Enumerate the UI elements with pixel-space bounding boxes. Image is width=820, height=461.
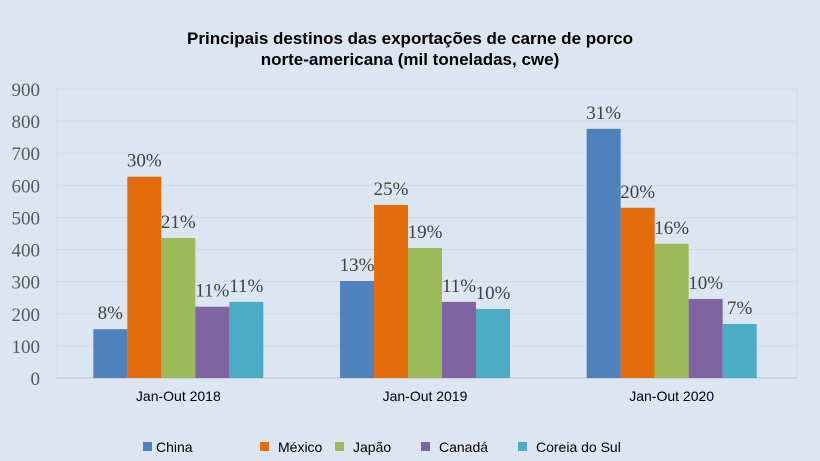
bar-coreia-do-sul (476, 308, 510, 378)
data-label: 10% (476, 283, 511, 304)
legend-label: China (156, 439, 193, 455)
bar-canadá (688, 299, 723, 378)
chart-title-line-1: Principais destinos das exportações de c… (187, 29, 633, 48)
y-tick-label: 900 (12, 80, 41, 101)
y-tick-label: 700 (12, 144, 41, 165)
y-tick-label: 800 (12, 112, 41, 133)
data-label: 8% (98, 303, 124, 324)
y-tick-label: 100 (12, 337, 41, 358)
legend-swatch (335, 442, 344, 451)
y-tick-label: 300 (12, 273, 41, 294)
legend-swatch (518, 442, 527, 451)
bar-coreia-do-sul (722, 324, 757, 378)
bar-china (93, 329, 128, 378)
legend-swatch (260, 442, 269, 451)
chart-title: Principais destinos das exportações de c… (0, 28, 820, 70)
bar-japão (161, 237, 196, 378)
data-label: 31% (586, 103, 621, 124)
bar-china (586, 128, 621, 378)
data-label: 7% (727, 298, 753, 319)
bar-japão (408, 247, 442, 378)
y-tick-label: 0 (31, 369, 41, 390)
bar-canadá (442, 301, 476, 378)
data-label: 11% (195, 281, 229, 302)
x-tick-label: Jan-Out 2020 (629, 388, 714, 404)
y-tick-label: 600 (12, 176, 41, 197)
bar-méxico (374, 204, 408, 378)
legend-label: Japão (353, 439, 391, 455)
y-tick-label: 500 (12, 208, 41, 229)
y-tick-label: 200 (12, 305, 41, 326)
data-label: 16% (654, 218, 689, 239)
data-label: 25% (374, 179, 409, 200)
bar-coreia-do-sul (229, 301, 264, 378)
data-label: 21% (161, 212, 196, 233)
legend-label: Coreia do Sul (536, 439, 621, 455)
legend-swatch (143, 442, 152, 451)
chart-title-line-2: norte-americana (mil toneladas, cwe) (260, 50, 560, 69)
data-label: 20% (620, 182, 655, 203)
data-label: 11% (442, 276, 476, 297)
data-label: 13% (340, 255, 375, 276)
x-tick-label: Jan-Out 2018 (136, 388, 221, 404)
x-tick-label: Jan-Out 2019 (383, 388, 468, 404)
y-tick-label: 400 (12, 241, 41, 262)
bar-méxico (620, 207, 655, 378)
bar-japão (654, 243, 689, 378)
legend-label: Canadá (439, 439, 488, 455)
bar-canadá (195, 306, 230, 378)
bar-méxico (127, 176, 162, 378)
legend-label: México (278, 439, 323, 455)
data-label: 10% (688, 273, 723, 294)
bar-china (340, 281, 374, 378)
legend-swatch (421, 442, 430, 451)
data-label: 30% (127, 151, 162, 172)
data-label: 11% (229, 276, 263, 297)
data-label: 19% (408, 222, 443, 243)
